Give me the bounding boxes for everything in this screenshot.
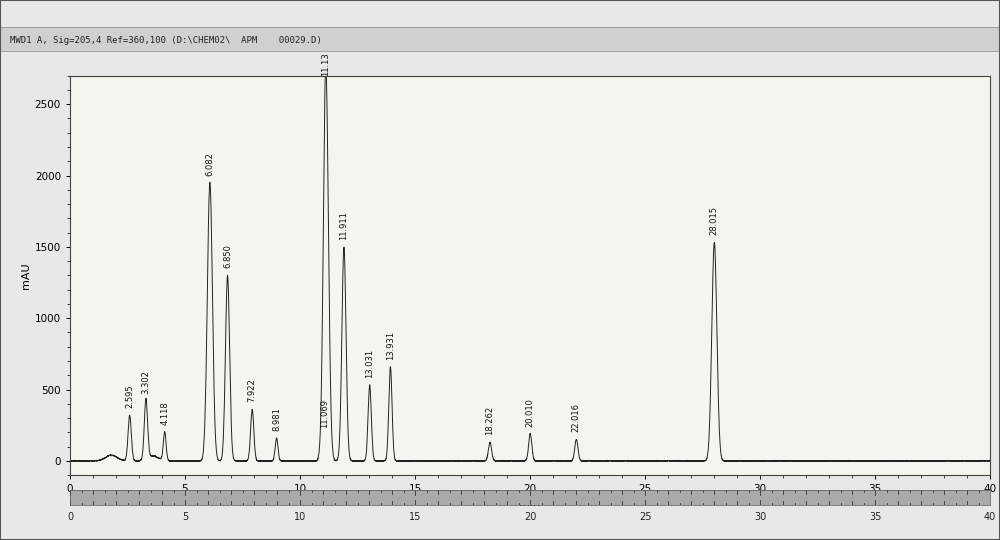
Text: 20.010: 20.010 [526,398,535,427]
X-axis label: min: min [519,498,541,508]
Text: 18.262: 18.262 [486,406,495,435]
Text: 22.016: 22.016 [572,403,581,433]
Text: 0: 0 [67,512,73,523]
Text: MWD1 A, Sig=205,4 Ref=360,100 (D:\CHEM02\  APM    00029.D): MWD1 A, Sig=205,4 Ref=360,100 (D:\CHEM02… [10,36,322,45]
Text: 15: 15 [409,512,421,523]
Text: 20: 20 [524,512,536,523]
Text: 11.911: 11.911 [339,211,348,240]
Text: 6.850: 6.850 [223,245,232,268]
Text: 35: 35 [869,512,881,523]
Y-axis label: mAU: mAU [21,262,31,289]
Text: 13.931: 13.931 [386,330,395,360]
Text: 11.069: 11.069 [320,399,329,428]
Text: 30: 30 [754,512,766,523]
Text: 10: 10 [294,512,306,523]
Text: 5: 5 [182,512,188,523]
Text: 13.031: 13.031 [365,349,374,378]
Text: 3.302: 3.302 [141,370,150,394]
Text: 40: 40 [984,512,996,523]
Text: 25: 25 [639,512,651,523]
Text: 7.922: 7.922 [248,379,257,402]
Text: 8.981: 8.981 [272,407,281,431]
Text: 4.118: 4.118 [160,402,169,426]
Text: 11.13: 11.13 [321,52,330,76]
Text: 2.595: 2.595 [125,384,134,408]
Text: 28.015: 28.015 [710,206,719,235]
Text: 6.082: 6.082 [205,152,214,176]
